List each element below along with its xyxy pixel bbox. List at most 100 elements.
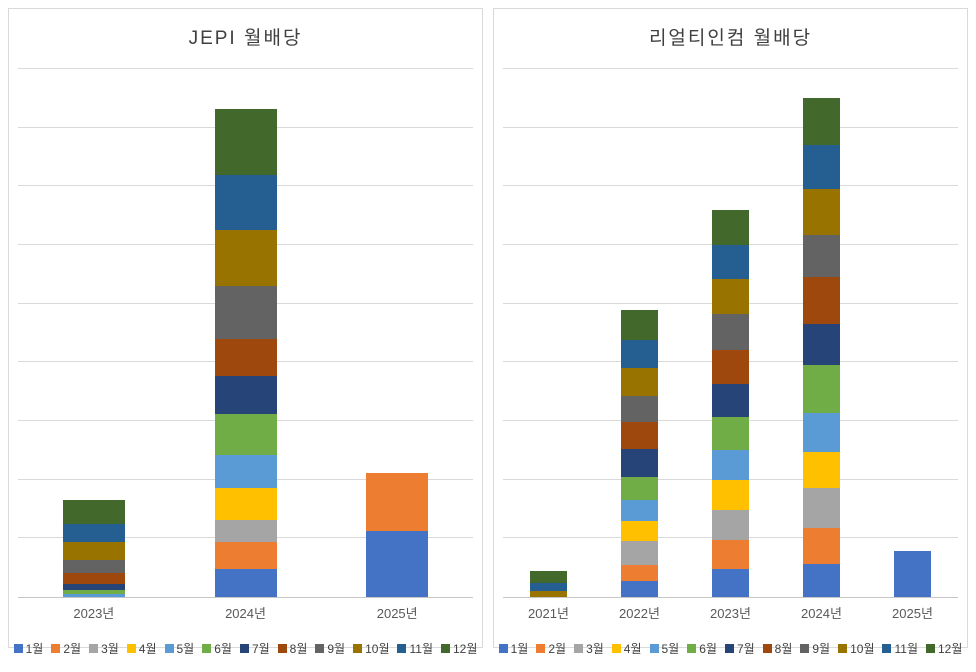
bar-segment-month-2	[621, 565, 658, 581]
bar-category-1	[170, 69, 322, 597]
legend-swatch-icon	[687, 644, 697, 653]
legend-label: 6월	[214, 642, 232, 656]
legend-item-month-12: 12월	[925, 640, 963, 657]
legend-swatch-icon	[574, 644, 584, 653]
stacked-bar-1	[621, 69, 658, 597]
legend-label: 10월	[365, 642, 390, 656]
chart-title-jepi: JEPI 월배당	[188, 28, 303, 49]
bar-segment-month-12	[214, 108, 277, 175]
x-axis-label-0: 2021년	[528, 606, 569, 621]
legend-item-month-7: 7월	[724, 640, 755, 657]
legend-label: 3월	[586, 642, 604, 656]
stacked-bar-3	[803, 69, 840, 597]
bar-segment-month-1	[803, 563, 840, 597]
x-axis-label-4: 2025년	[892, 606, 933, 621]
bar-category-0	[18, 69, 170, 597]
legend-label: 10월	[850, 642, 875, 656]
legend-label: 12월	[452, 642, 478, 656]
legend-jepi: 1월 2월 3월 4월 5월 6월 7월 8월 9월 10월 11월 12월	[9, 640, 482, 657]
bar-segment-month-9	[62, 560, 125, 573]
bar-segment-month-5	[803, 412, 840, 452]
legend-swatch-icon	[51, 644, 61, 653]
bar-segment-month-10	[214, 230, 277, 287]
bar-category-3	[776, 69, 867, 597]
chart-panel-realty-income: 리얼티인컴 월배당 2021년 2022년 2023년 2024년 2025년 1월 2월…	[493, 8, 968, 656]
legend-item-month-7: 7월	[239, 640, 270, 657]
bar-segment-month-5	[621, 500, 658, 522]
legend-label: 9월	[327, 642, 346, 656]
legend-swatch-icon	[838, 644, 848, 653]
bar-segment-month-12	[62, 499, 125, 524]
legend-item-month-10: 10월	[838, 640, 874, 657]
x-axis-label-2: 2023년	[710, 606, 751, 621]
bar-segment-month-3	[621, 541, 658, 566]
legend-item-month-10: 10월	[353, 640, 389, 657]
gridline	[503, 68, 958, 69]
bar-segment-month-7	[712, 383, 749, 417]
legend-item-month-8: 8월	[277, 640, 307, 657]
legend-label: 2월	[63, 642, 82, 656]
chart-panel-jepi: JEPI 월배당 2023년 2024년 2025년 1월 2월 3월 4월 5월 6월 7월 8…	[8, 8, 483, 656]
legend-item-month-1: 1월	[498, 640, 528, 657]
legend-swatch-icon	[724, 644, 734, 653]
x-axis-labels-realty-income: 2021년 2022년 2023년 2024년 2025년	[503, 603, 958, 622]
legend-swatch-icon	[13, 644, 23, 653]
chart-title-realty-income: 리얼티인컴 월배당	[648, 28, 813, 49]
bar-category-2	[685, 69, 776, 597]
bar-segment-month-10	[62, 541, 125, 561]
legend-swatch-icon	[925, 644, 935, 653]
legend-item-month-5: 5월	[164, 640, 194, 657]
bar-segment-month-1	[712, 568, 749, 597]
stacked-bar-0	[530, 69, 567, 597]
bar-segment-month-2	[803, 528, 840, 564]
bar-segment-month-12	[712, 209, 749, 246]
bar-segment-month-10	[530, 591, 567, 597]
bars-container	[18, 69, 473, 597]
stacked-bar-0	[62, 69, 125, 597]
legend-item-month-4: 4월	[611, 640, 642, 657]
legend-label: 4월	[623, 642, 642, 656]
legend-swatch-icon	[277, 644, 287, 653]
bar-segment-month-3	[712, 510, 749, 541]
legend-label: 6월	[699, 642, 717, 656]
bar-segment-month-9	[712, 314, 749, 350]
x-axis-label-3: 2024년	[801, 606, 842, 621]
bar-segment-month-7	[214, 375, 277, 414]
bar-segment-month-1	[214, 568, 277, 597]
bar-segment-month-11	[214, 174, 277, 231]
legend-item-month-5: 5월	[649, 640, 679, 657]
bar-segment-month-4	[214, 487, 277, 521]
legend-label: 12월	[937, 642, 963, 656]
legend-item-month-1: 1월	[13, 640, 43, 657]
legend-label: 3월	[101, 642, 119, 656]
legend-item-month-12: 12월	[440, 640, 478, 657]
legend-swatch-icon	[440, 644, 450, 653]
bars-container	[503, 69, 958, 597]
legend-label: 11월	[894, 642, 918, 656]
bar-segment-month-11	[621, 340, 658, 369]
x-axis-label-0: 2023년	[73, 606, 115, 621]
stacked-bar-4	[894, 69, 931, 597]
x-axis-label-1: 2022년	[619, 606, 660, 621]
legend-item-month-2: 2월	[51, 640, 81, 657]
legend-realty-income: 1월 2월 3월 4월 5월 6월 7월 8월 9월 10월 11월 12월	[494, 640, 967, 657]
bar-segment-month-10	[621, 368, 658, 397]
bar-segment-month-8	[803, 277, 840, 325]
bar-segment-month-12	[530, 571, 567, 583]
bar-segment-month-4	[621, 521, 658, 542]
gridline	[503, 185, 958, 187]
stacked-bar-2	[712, 69, 749, 597]
stacked-bar-2	[366, 69, 429, 597]
bar-segment-month-5	[214, 455, 277, 488]
bar-segment-month-9	[621, 396, 658, 422]
bar-segment-month-7	[803, 324, 840, 366]
bar-segment-month-5	[62, 594, 125, 597]
dividend-dashboard: JEPI 월배당 2023년 2024년 2025년 1월 2월 3월 4월 5월 6월 7월 8…	[8, 8, 968, 656]
bar-segment-month-12	[803, 97, 840, 146]
bar-segment-month-7	[621, 449, 658, 477]
legend-item-month-11: 11월	[397, 640, 433, 657]
bar-segment-month-6	[62, 589, 125, 595]
legend-swatch-icon	[202, 644, 212, 653]
bar-segment-month-2	[214, 541, 277, 569]
legend-swatch-icon	[800, 644, 810, 653]
